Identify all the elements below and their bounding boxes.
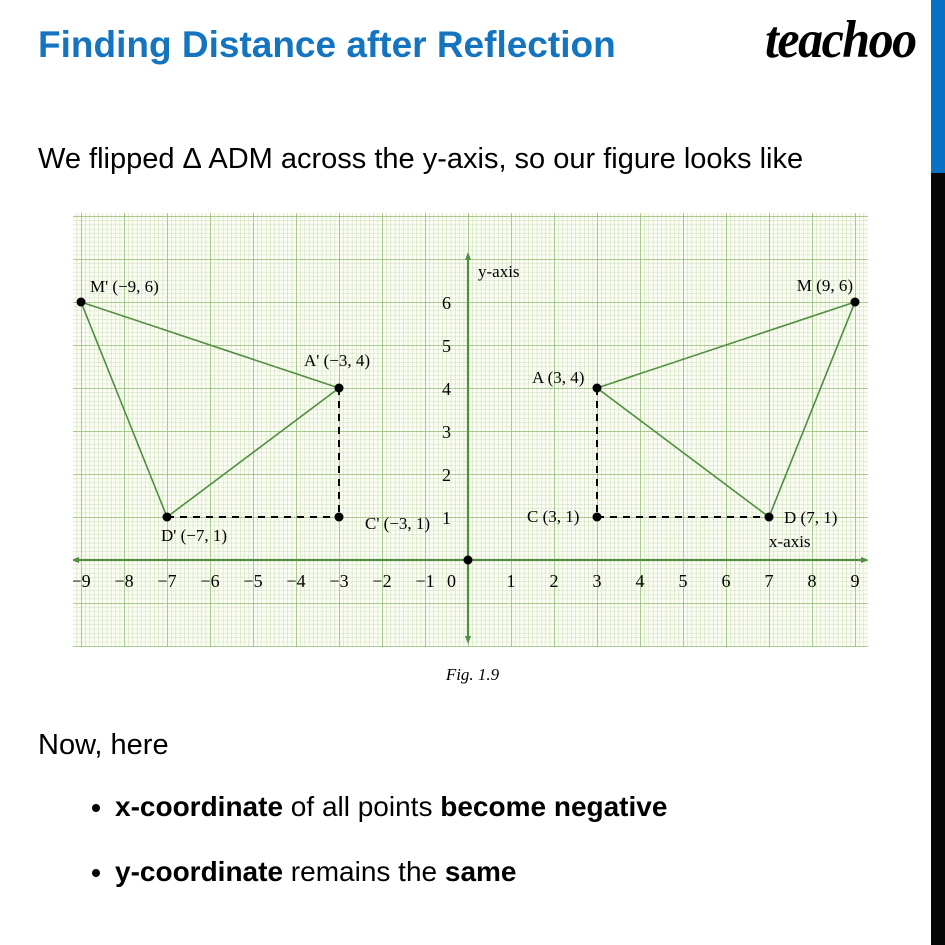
svg-text:−1: −1 bbox=[415, 571, 434, 591]
svg-text:−2: −2 bbox=[372, 571, 391, 591]
svg-text:y-axis: y-axis bbox=[478, 262, 520, 281]
svg-text:3: 3 bbox=[593, 571, 602, 591]
svg-text:−9: −9 bbox=[73, 571, 91, 591]
svg-text:−7: −7 bbox=[157, 571, 176, 591]
svg-text:A (3, 4): A (3, 4) bbox=[532, 368, 584, 387]
svg-text:C (3, 1): C (3, 1) bbox=[527, 507, 579, 526]
svg-text:−4: −4 bbox=[286, 571, 305, 591]
svg-text:7: 7 bbox=[765, 571, 774, 591]
svg-text:1: 1 bbox=[507, 571, 516, 591]
svg-text:M (9, 6): M (9, 6) bbox=[797, 276, 853, 295]
svg-text:D' (−7, 1): D' (−7, 1) bbox=[161, 526, 227, 545]
svg-text:−5: −5 bbox=[243, 571, 262, 591]
svg-text:5: 5 bbox=[442, 336, 451, 356]
svg-text:x-axis: x-axis bbox=[769, 532, 811, 551]
svg-text:−8: −8 bbox=[114, 571, 133, 591]
svg-text:A' (−3, 4): A' (−3, 4) bbox=[304, 351, 370, 370]
svg-text:−3: −3 bbox=[329, 571, 348, 591]
svg-text:8: 8 bbox=[808, 571, 817, 591]
svg-text:2: 2 bbox=[442, 465, 451, 485]
svg-text:M' (−9, 6): M' (−9, 6) bbox=[90, 277, 159, 296]
svg-text:−6: −6 bbox=[200, 571, 219, 591]
svg-text:0: 0 bbox=[447, 571, 456, 591]
svg-text:6: 6 bbox=[722, 571, 731, 591]
svg-text:6: 6 bbox=[442, 293, 451, 313]
svg-text:C' (−3, 1): C' (−3, 1) bbox=[365, 514, 430, 533]
svg-text:3: 3 bbox=[442, 422, 451, 442]
svg-text:2: 2 bbox=[550, 571, 559, 591]
svg-text:4: 4 bbox=[636, 571, 645, 591]
svg-text:5: 5 bbox=[679, 571, 688, 591]
svg-text:D (7, 1): D (7, 1) bbox=[784, 508, 837, 527]
svg-text:9: 9 bbox=[851, 571, 860, 591]
svg-text:1: 1 bbox=[442, 508, 451, 528]
svg-text:4: 4 bbox=[442, 379, 451, 399]
